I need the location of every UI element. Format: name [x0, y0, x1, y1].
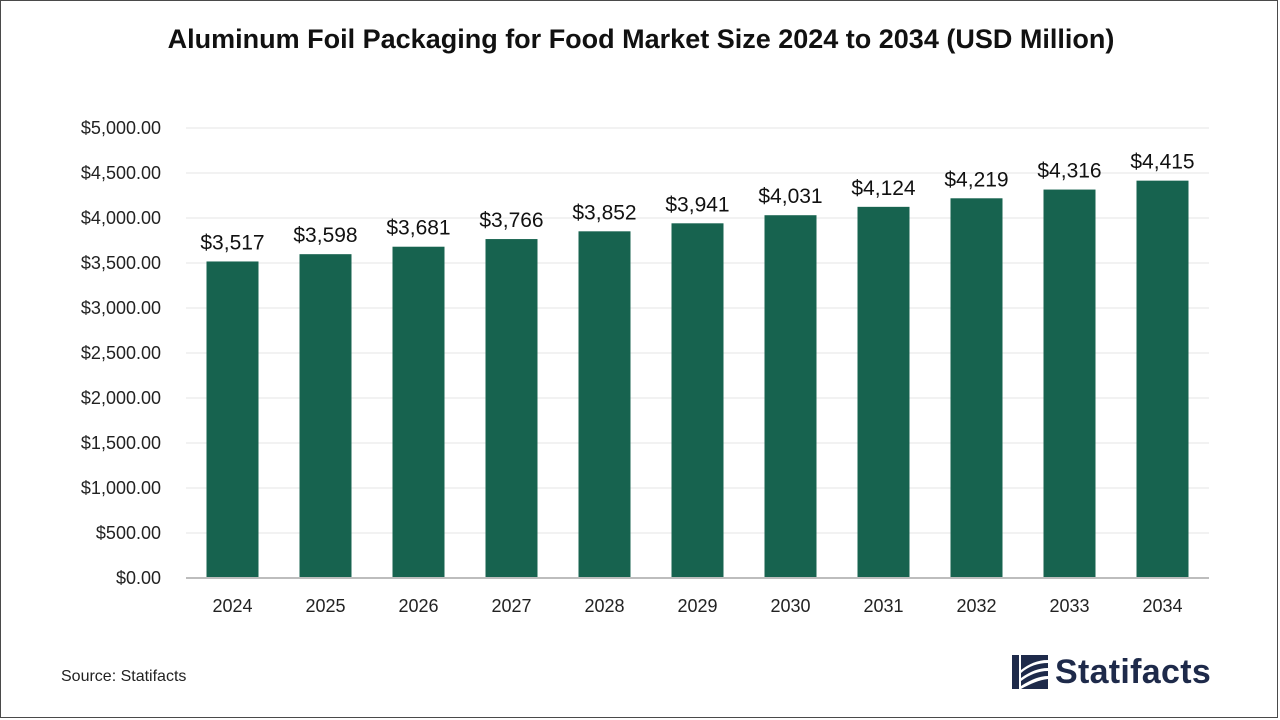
data-label: $4,031: [758, 185, 822, 208]
statifacts-logo-icon: [1012, 655, 1048, 689]
x-tick-label: 2024: [212, 596, 252, 616]
data-labels: $3,517 $3,598 $3,681 $3,766 $3,852 $3,941 $4,0…: [200, 151, 1194, 255]
data-label: $3,681: [386, 217, 450, 240]
x-tick-label: 2029: [677, 596, 717, 616]
data-label: $3,766: [479, 209, 543, 232]
x-tick-label: 2033: [1049, 596, 1089, 616]
y-tick-label: $3,500.00: [81, 253, 161, 273]
x-tick-label: 2026: [398, 596, 438, 616]
bars: [206, 180, 1189, 579]
bar: [299, 254, 352, 578]
bar: [950, 198, 1003, 579]
data-label: $4,124: [851, 177, 916, 200]
y-tick-label: $2,000.00: [81, 388, 161, 408]
x-tick-label: 2031: [863, 596, 903, 616]
bar: [1043, 189, 1096, 578]
y-axis-tick-labels: $0.00 $500.00 $1,000.00 $1,500.00 $2,000.00 $…: [81, 118, 161, 588]
bar: [392, 246, 445, 578]
data-label: $3,941: [665, 193, 729, 216]
bar: [671, 223, 724, 578]
bar: [578, 231, 631, 578]
y-tick-label: $4,000.00: [81, 208, 161, 228]
x-tick-label: 2030: [770, 596, 810, 616]
y-tick-label: $1,000.00: [81, 478, 161, 498]
y-tick-label: $2,500.00: [81, 343, 161, 363]
data-label: $4,219: [944, 168, 1008, 191]
bar: [764, 215, 817, 578]
source-note: Source: Statifacts: [61, 668, 187, 685]
x-tick-label: 2027: [491, 596, 531, 616]
data-label: $4,415: [1130, 151, 1194, 174]
y-tick-label: $0.00: [116, 568, 161, 588]
data-label: $3,852: [572, 201, 636, 224]
y-tick-label: $3,000.00: [81, 298, 161, 318]
bar: [1136, 180, 1189, 578]
y-tick-label: $5,000.00: [81, 118, 161, 138]
bar: [857, 206, 910, 578]
y-tick-label: $500.00: [96, 523, 161, 543]
data-label: $3,598: [293, 224, 357, 247]
x-tick-label: 2032: [956, 596, 996, 616]
x-axis-tick-labels: 2024 2025 2026 2027 2028 2029 2030 2031 2032 2033…: [212, 596, 1182, 616]
y-tick-label: $1,500.00: [81, 433, 161, 453]
brand-name: Statifacts: [1055, 652, 1212, 691]
data-label: $4,316: [1037, 160, 1101, 183]
bar: [485, 239, 538, 578]
brand-logo: Statifacts: [1011, 651, 1211, 693]
chart-title: Aluminum Foil Packaging for Food Market …: [167, 24, 1115, 54]
data-label: $3,517: [200, 231, 264, 254]
bar: [206, 261, 259, 578]
x-tick-label: 2028: [584, 596, 624, 616]
x-tick-label: 2034: [1142, 596, 1182, 616]
y-tick-label: $4,500.00: [81, 163, 161, 183]
x-tick-label: 2025: [305, 596, 345, 616]
